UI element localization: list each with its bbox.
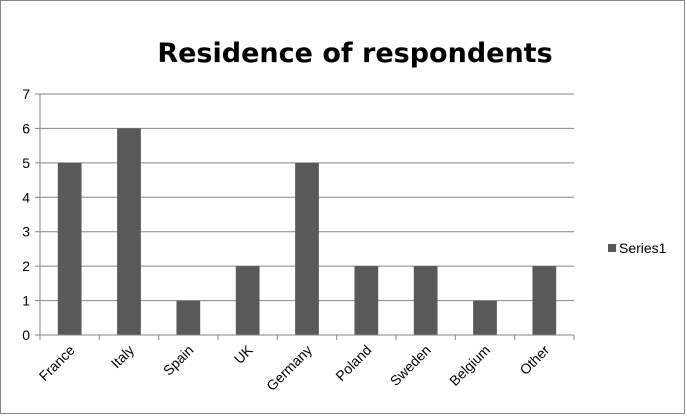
y-tick-label: 6: [22, 120, 30, 136]
bars: [57, 128, 557, 335]
x-tick-label: Italy: [108, 342, 137, 371]
bar-uk: [235, 266, 260, 335]
bar-sweden: [413, 266, 438, 335]
legend-swatch-series1: [608, 244, 616, 252]
y-tick-label: 2: [22, 258, 30, 274]
x-tick-label: Germany: [263, 342, 315, 394]
y-tick-label: 3: [22, 224, 30, 240]
y-tick-label: 7: [22, 86, 30, 102]
chart-title: Residence of respondents: [157, 38, 552, 69]
bar-belgium: [473, 300, 497, 335]
bar-spain: [176, 300, 201, 335]
x-tick-labels: France Italy Spain UK Germany Poland Sweden Bel…: [36, 341, 553, 393]
y-tick-labels: 0 1 2 3 4 5 6 7: [22, 86, 30, 343]
bar-poland: [354, 266, 379, 335]
bar-germany: [295, 162, 319, 335]
x-tick-label: Spain: [160, 342, 197, 379]
bar-france: [57, 162, 82, 335]
bar-other: [532, 266, 557, 335]
legend: Series1: [608, 240, 667, 256]
y-tick-label: 1: [22, 293, 30, 309]
axes: [35, 93, 575, 340]
x-tick-label: Sweden: [387, 342, 434, 389]
y-tick-label: 0: [22, 327, 30, 343]
legend-label-series1: Series1: [619, 240, 667, 256]
bar-italy: [117, 128, 141, 335]
x-tick-label: Poland: [332, 342, 374, 384]
x-tick-label: Belgium: [446, 342, 493, 389]
y-tick-label: 5: [22, 155, 30, 171]
x-tick-label: UK: [231, 341, 257, 367]
x-tick-label: France: [36, 342, 78, 384]
x-tick-label: Other: [516, 342, 552, 378]
y-tick-label: 4: [22, 189, 30, 205]
